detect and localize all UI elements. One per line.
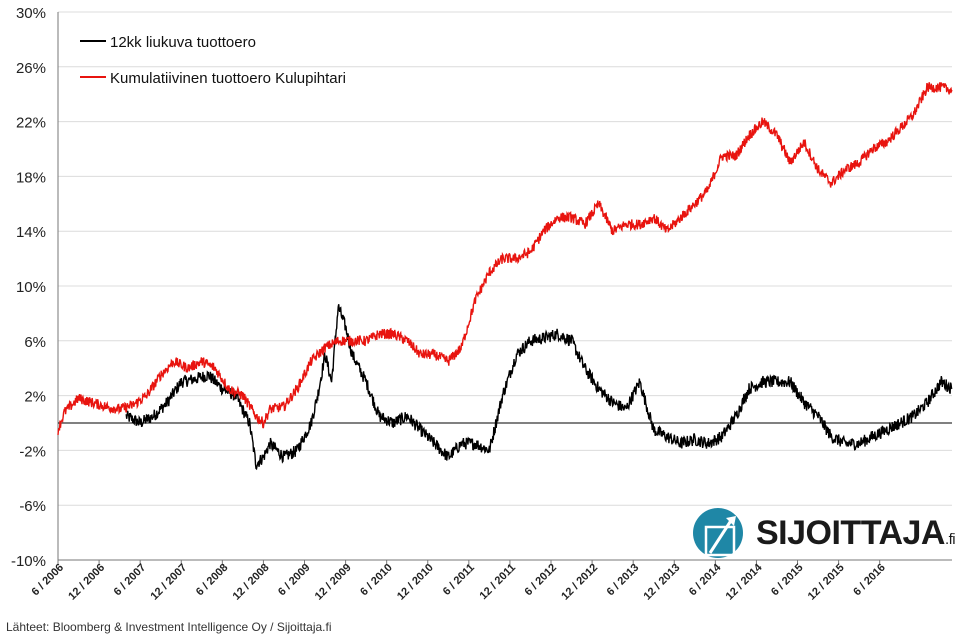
x-tick-label: 6 / 2010 xyxy=(358,562,395,599)
y-tick-label: 22% xyxy=(16,115,46,132)
x-tick-label: 6 / 2009 xyxy=(276,562,313,599)
series-line-12kk xyxy=(125,304,953,471)
y-tick-label: 26% xyxy=(16,60,46,77)
x-tick-label: 12 / 2009 xyxy=(313,562,354,603)
x-tick-label: 12 / 2011 xyxy=(478,562,519,603)
x-tick-label: 6 / 2016 xyxy=(851,562,888,599)
y-tick-label: 2% xyxy=(24,389,46,406)
x-tick-label: 6 / 2008 xyxy=(194,562,231,599)
logo-suffix: .fi xyxy=(944,531,956,548)
logo-name: SIJOITTAJA xyxy=(756,514,945,552)
x-tick-label: 12 / 2010 xyxy=(395,562,436,603)
y-tick-label: -6% xyxy=(19,498,46,515)
y-tick-label: 6% xyxy=(24,334,46,351)
series-line-kumulatiivinen xyxy=(57,81,953,435)
x-tick-label: 6 / 2014 xyxy=(687,561,724,598)
logo-wordmark: SIJOITTAJA.fi xyxy=(756,514,956,553)
x-tick-label: 12 / 2015 xyxy=(806,562,847,603)
x-tick-label: 6 / 2011 xyxy=(441,562,477,598)
x-tick-label: 12 / 2007 xyxy=(148,562,189,603)
legend-label: Kumulatiivinen tuottoero Kulupihtari xyxy=(110,70,346,87)
x-tick-label: 12 / 2006 xyxy=(66,562,107,603)
y-tick-label: 18% xyxy=(16,169,46,186)
x-tick-label: 6 / 2012 xyxy=(523,562,560,599)
source-note: Lähteet: Bloomberg & Investment Intellig… xyxy=(6,620,332,634)
legend-label: 12kk liukuva tuottoero xyxy=(110,34,256,51)
y-tick-label: 30% xyxy=(16,5,46,22)
x-tick-label: 12 / 2013 xyxy=(641,562,682,603)
x-tick-label: 6 / 2015 xyxy=(769,562,806,599)
x-tick-label: 6 / 2013 xyxy=(605,562,642,599)
y-tick-label: -2% xyxy=(19,443,46,460)
y-tick-label: 10% xyxy=(16,279,46,296)
sijoittaja-logo: SIJOITTAJA.fi xyxy=(690,508,956,558)
logo-arrow-icon xyxy=(693,508,743,558)
y-tick-label: 14% xyxy=(16,224,46,241)
x-tick-label: 12 / 2008 xyxy=(231,562,272,603)
x-tick-label: 12 / 2014 xyxy=(724,561,766,603)
y-tick-label: -10% xyxy=(11,553,46,570)
x-tick-label: 12 / 2012 xyxy=(559,562,600,603)
x-tick-label: 6 / 2007 xyxy=(112,562,149,599)
